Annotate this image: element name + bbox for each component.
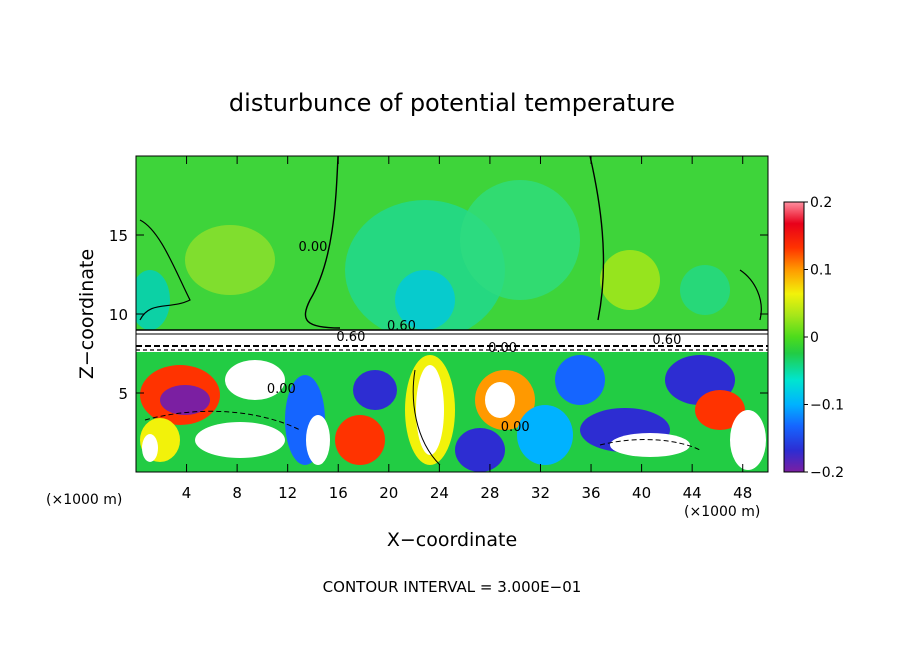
contour-label: 0.00 bbox=[488, 341, 517, 356]
contour-line bbox=[139, 219, 191, 321]
colorbar: 0.2 0.1 0 −0.1 −0.2 bbox=[783, 195, 844, 481]
lower-patch bbox=[195, 422, 285, 458]
lower-patch bbox=[353, 370, 397, 410]
colorbar-gradient bbox=[783, 201, 805, 473]
y-axis-label: Z−coordinate bbox=[76, 249, 98, 379]
x-tick-label: 24 bbox=[430, 484, 449, 502]
upper-cyan-patch bbox=[680, 265, 730, 315]
upper-cyan-patch bbox=[136, 270, 170, 330]
colorbar-tick-label: 0.1 bbox=[810, 263, 832, 279]
x-tick-label: 40 bbox=[632, 484, 651, 502]
y-tick-label: 10 bbox=[109, 306, 128, 324]
y-axis: 5 10 15 bbox=[109, 227, 768, 403]
lower-patch bbox=[225, 360, 285, 400]
contour-label: 0.00 bbox=[501, 420, 530, 435]
upper-cyan-patch bbox=[395, 270, 455, 330]
lower-patch bbox=[455, 428, 505, 472]
x-tick-label: 36 bbox=[581, 484, 600, 502]
lower-patch bbox=[555, 355, 605, 405]
contour-label: 0.00 bbox=[267, 382, 296, 397]
upper-yellow-patch bbox=[600, 250, 660, 310]
lower-patch bbox=[160, 385, 210, 415]
lower-patch bbox=[610, 433, 690, 457]
chart-title: disturbunce of potential temperature bbox=[229, 89, 675, 117]
upper-cyan-patch bbox=[460, 180, 580, 300]
x-tick-label: 16 bbox=[329, 484, 348, 502]
lower-patch bbox=[695, 390, 745, 430]
x-tick-label: 28 bbox=[480, 484, 499, 502]
upper-yellow-patch bbox=[185, 225, 275, 295]
contour-line bbox=[412, 369, 441, 466]
x-axis: 4 8 12 16 20 24 28 32 36 40 44 48 bbox=[182, 156, 752, 502]
lower-patch bbox=[142, 434, 158, 462]
contour-labels: 0.00 0.60 0.60 0.00 0.60 0.00 0.00 bbox=[267, 240, 681, 435]
lower-patch bbox=[485, 382, 515, 418]
x-tick-label: 48 bbox=[733, 484, 752, 502]
contour-label: 0.60 bbox=[387, 319, 416, 334]
x-tick-label: 44 bbox=[683, 484, 702, 502]
contour-line bbox=[589, 156, 605, 321]
contour-interval-note: CONTOUR INTERVAL = 3.000E−01 bbox=[323, 578, 582, 596]
lower-patch bbox=[517, 405, 573, 465]
colorbar-tick-label: −0.2 bbox=[810, 465, 844, 481]
x-axis-label: X−coordinate bbox=[387, 529, 517, 551]
lower-patch bbox=[335, 415, 385, 465]
contour-line bbox=[599, 439, 701, 451]
contour-label: 0.00 bbox=[298, 240, 327, 255]
x-tick-label: 8 bbox=[232, 484, 242, 502]
contour-line bbox=[144, 410, 301, 431]
contour-line bbox=[304, 156, 341, 329]
heatmap-field bbox=[136, 156, 768, 472]
colorbar-tick-label: 0 bbox=[810, 330, 819, 346]
x-unit-right: (×1000 m) bbox=[684, 504, 760, 520]
x-tick-label: 20 bbox=[379, 484, 398, 502]
colorbar-tick-label: −0.1 bbox=[810, 398, 844, 414]
contour-line bbox=[739, 269, 762, 321]
x-tick-label: 32 bbox=[531, 484, 550, 502]
lower-patch bbox=[416, 365, 444, 455]
lower-patch bbox=[730, 410, 766, 470]
contour-label: 0.60 bbox=[652, 333, 681, 348]
contour-label: 0.60 bbox=[336, 330, 365, 345]
colorbar-tick-label: 0.2 bbox=[810, 195, 832, 211]
y-tick-label: 5 bbox=[118, 385, 128, 403]
colorbar-ticks: 0.2 0.1 0 −0.1 −0.2 bbox=[804, 195, 844, 481]
x-tick-label: 12 bbox=[278, 484, 297, 502]
lower-patch bbox=[306, 415, 330, 465]
x-tick-label: 4 bbox=[182, 484, 192, 502]
x-unit-left: (×1000 m) bbox=[46, 492, 122, 508]
y-tick-label: 15 bbox=[109, 227, 128, 245]
